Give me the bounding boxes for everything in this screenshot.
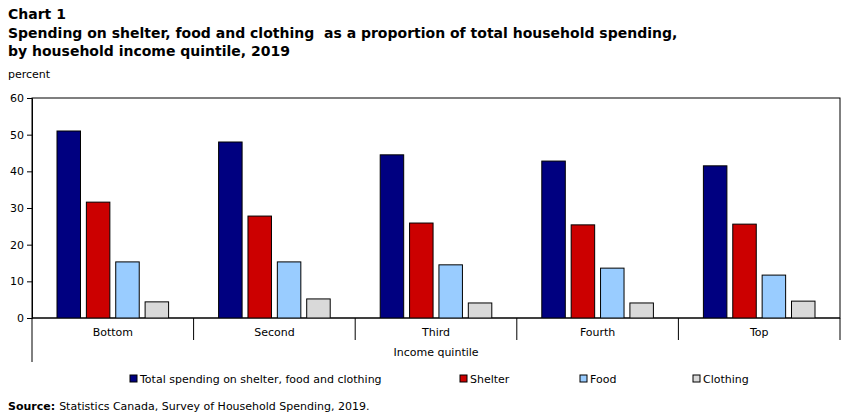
x-tick-label: Second <box>254 326 294 339</box>
bar <box>86 202 109 318</box>
bar <box>57 131 80 318</box>
bar <box>792 301 815 318</box>
legend-item: Clothing <box>693 373 749 386</box>
x-tick-label: Fourth <box>580 326 615 339</box>
x-axis-title: Income quintile <box>393 346 478 359</box>
legend-item: Food <box>580 373 616 386</box>
x-category-divider <box>678 318 679 340</box>
x-axis-domain <box>33 318 841 319</box>
bar <box>762 275 785 318</box>
bar <box>733 224 756 318</box>
y-axis-title: percent <box>8 68 51 81</box>
y-tick: 20 <box>10 239 32 252</box>
title: Chart 1 <box>8 6 66 22</box>
x-tick-label: Top <box>749 326 769 339</box>
y-tick-label: 50 <box>10 129 24 142</box>
bar <box>468 303 491 318</box>
legend-swatch <box>130 375 137 382</box>
y-tick-mark <box>27 208 32 209</box>
x-axis-frame-left <box>32 318 33 362</box>
bar <box>410 223 433 318</box>
subtitle: by household income quintile, 2019 <box>8 43 290 59</box>
y-tick: 0 <box>17 312 32 325</box>
x-tick: Fourth <box>580 318 615 339</box>
bar <box>248 216 271 318</box>
x-tick: Bottom <box>93 318 133 339</box>
legend-item: Shelter <box>460 373 510 386</box>
y-tick-label: 10 <box>10 275 24 288</box>
bars <box>57 131 815 318</box>
x-axis: Bottom Second Third Fourth Top <box>33 318 841 339</box>
x-category-divider <box>355 318 356 340</box>
y-tick-label: 40 <box>10 165 24 178</box>
x-tick-label: Bottom <box>93 326 133 339</box>
y-tick: 30 <box>10 202 32 215</box>
y-tick-mark <box>27 98 32 99</box>
bar <box>116 262 139 318</box>
y-tick-mark <box>27 245 32 246</box>
bar <box>145 302 168 318</box>
y-tick-mark <box>27 281 32 282</box>
x-tick: Third <box>421 318 450 339</box>
source-label: Source: <box>8 400 55 413</box>
subtitle: Spending on shelter, food and clothing a… <box>8 25 677 41</box>
y-tick: 10 <box>10 275 32 288</box>
bar <box>630 303 653 318</box>
y-tick-mark <box>27 171 32 172</box>
x-category-divider <box>516 318 517 340</box>
x-tick: Top <box>749 318 769 339</box>
y-tick-label: 20 <box>10 239 24 252</box>
source-text: Statistics Canada, Survey of Household S… <box>59 400 369 413</box>
bar <box>542 161 565 318</box>
legend-label: Shelter <box>470 373 510 386</box>
bar <box>571 225 594 318</box>
legend: Total spending on shelter, food and clot… <box>130 373 749 386</box>
x-category-divider <box>193 318 194 340</box>
y-tick-label: 0 <box>17 312 24 325</box>
legend-item: Total spending on shelter, food and clot… <box>130 373 382 386</box>
source: Source: Statistics Canada, Survey of Hous… <box>8 400 370 413</box>
y-tick-label: 60 <box>10 92 24 105</box>
x-tick-label: Third <box>421 326 450 339</box>
chart: Chart 1 Spending on shelter, food and clo… <box>0 0 851 416</box>
plot-frame <box>32 98 840 318</box>
y-tick: 60 <box>10 92 32 105</box>
legend-swatch <box>693 375 700 382</box>
y-tick-mark <box>27 318 32 319</box>
legend-label: Food <box>590 373 616 386</box>
bar <box>380 155 403 318</box>
bar <box>703 166 726 318</box>
bar <box>219 142 242 318</box>
y-tick-mark <box>27 135 32 136</box>
x-category-divider <box>840 318 841 340</box>
legend-label: Clothing <box>703 373 749 386</box>
legend-swatch <box>580 375 587 382</box>
bar <box>277 262 300 318</box>
legend-swatch <box>460 375 467 382</box>
y-tick-label: 30 <box>10 202 24 215</box>
y-tick: 50 <box>10 129 32 142</box>
bar <box>601 268 624 318</box>
y-tick: 40 <box>10 165 32 178</box>
x-tick: Second <box>254 318 294 339</box>
bar <box>439 265 462 318</box>
y-axis: 0 10 20 30 40 50 60 <box>10 92 33 325</box>
legend-label: Total spending on shelter, food and clot… <box>139 373 382 386</box>
y-axis-line <box>27 99 33 319</box>
bar <box>307 299 330 318</box>
